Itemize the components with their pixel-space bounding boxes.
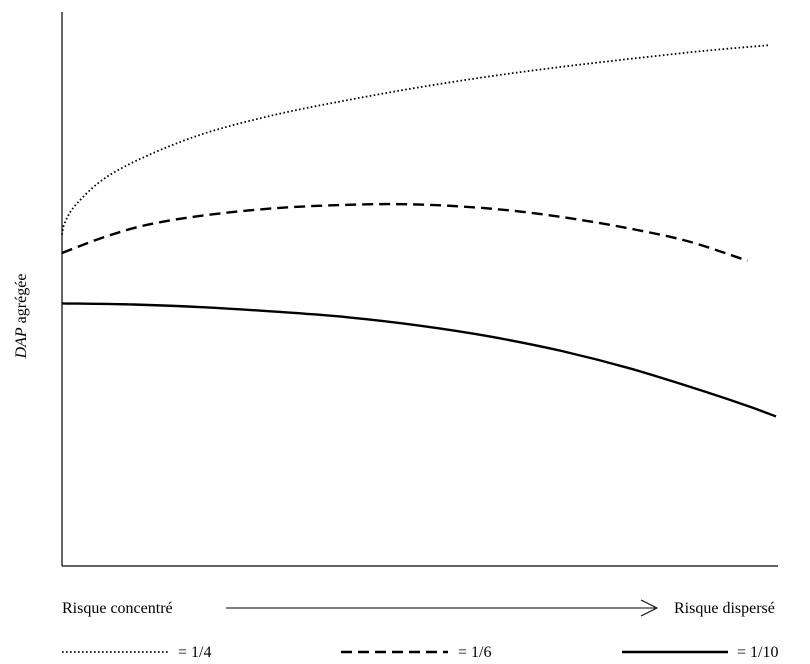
legend-label-1-4: = 1/4 <box>178 644 211 661</box>
direction-arrow-head <box>640 599 659 617</box>
y-axis-label: DAP agrégée <box>13 274 30 360</box>
series-line-solid <box>61 302 777 418</box>
legend-label-1-10: = 1/10 <box>737 644 778 661</box>
series-line-dashed <box>61 202 748 262</box>
legend: = 1/4 = 1/6 = 1/10 <box>62 644 778 661</box>
y-axis-label-italic: DAP <box>13 327 30 359</box>
legend-label-1-6: = 1/6 <box>458 644 491 661</box>
x-end-label: Risque dispersé <box>674 600 775 617</box>
y-axis-label-rest: agrégée <box>13 274 30 328</box>
series-line-dotted <box>61 44 769 235</box>
series-layer <box>61 44 777 418</box>
x-start-label: Risque concentré <box>62 600 173 617</box>
